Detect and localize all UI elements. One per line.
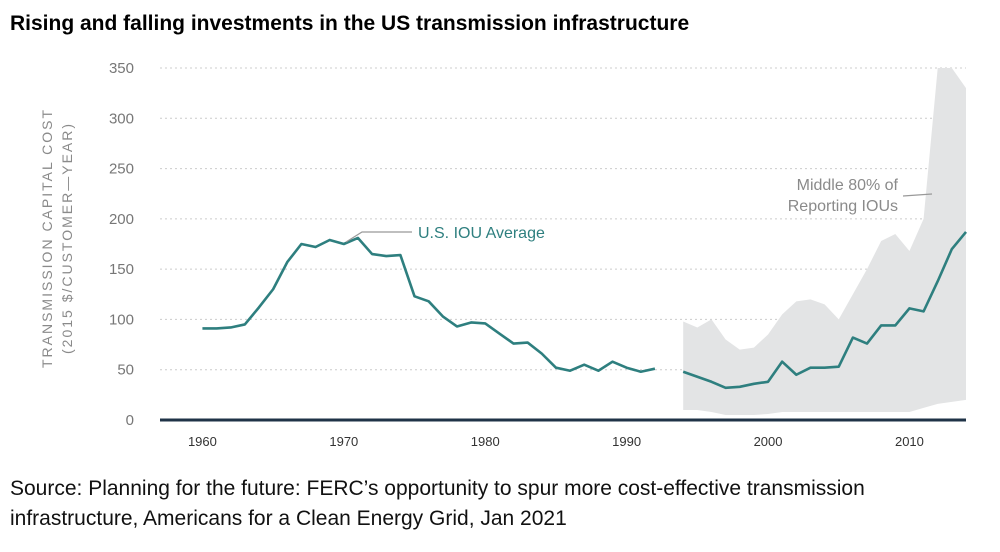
annotation-leader-line (345, 231, 412, 243)
source-note: Source: Planning for the future: FERC’s … (10, 477, 865, 530)
y-tick-label: 0 (126, 412, 134, 429)
x-tick-label: 1990 (612, 434, 641, 449)
line-chart: 0 50 100 150 200 250 300 350 1960 1970 1980 1990 20… (39, 60, 968, 449)
annotation-middle-80-line-1: Middle 80% of (797, 177, 899, 194)
band-layer (683, 68, 966, 415)
y-tick-label: 100 (109, 311, 134, 328)
y-axis-title: TRANSMISSION CAPITAL COST (2015 $/CUSTOM… (39, 108, 75, 368)
chart-title: Rising and falling investments in the US… (10, 12, 690, 35)
x-tick-label: 1980 (471, 434, 500, 449)
series-line-us-iou-average (682, 231, 968, 390)
series-line-layer (202, 231, 968, 390)
y-tick-labels: 0 50 100 150 200 250 300 350 (109, 60, 134, 429)
annotation-middle-80: Middle 80% of Reporting IOUs (788, 177, 933, 215)
y-tick-label: 50 (117, 362, 134, 379)
x-tick-label: 1970 (329, 434, 358, 449)
series-line-us-iou-average (202, 236, 656, 374)
y-axis-label-line-1: TRANSMISSION CAPITAL COST (39, 108, 55, 368)
y-tick-label: 200 (109, 211, 134, 228)
y-tick-label: 350 (109, 60, 134, 77)
band-middle-80-percent (683, 68, 966, 415)
y-tick-label: 300 (109, 110, 134, 127)
y-tick-label: 250 (109, 161, 134, 178)
y-axis-label-line-2: (2015 $/CUSTOMER—YEAR) (59, 122, 75, 354)
annotation-middle-80-line-2: Reporting IOUs (788, 198, 898, 215)
annotation-iou-average: U.S. IOU Average (345, 225, 545, 243)
annotation-iou-average-text: U.S. IOU Average (418, 225, 545, 242)
x-tick-labels: 1960 1970 1980 1990 2000 2010 (188, 434, 924, 449)
y-tick-label: 150 (109, 261, 134, 278)
annotation-leader-line (902, 193, 933, 197)
x-tick-label: 1960 (188, 434, 217, 449)
x-tick-label: 2000 (754, 434, 783, 449)
x-tick-label: 2010 (895, 434, 924, 449)
